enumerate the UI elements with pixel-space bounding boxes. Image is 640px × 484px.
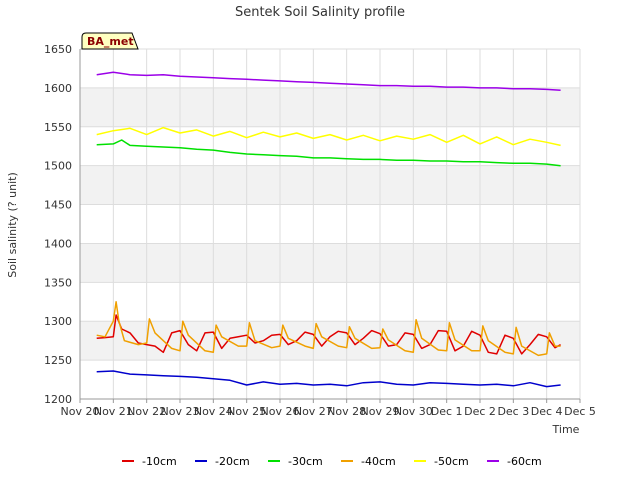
x-tick-label: Nov 30	[394, 405, 433, 418]
legend-label: -60cm	[507, 455, 542, 468]
x-tick-label: Nov 27	[294, 405, 333, 418]
legend-label: -50cm	[434, 455, 469, 468]
legend-label: -30cm	[288, 455, 323, 468]
background-band	[80, 243, 580, 283]
x-axis-label: Time	[552, 423, 580, 436]
annotation: BA_met	[81, 32, 139, 50]
annotation-box	[81, 32, 139, 50]
x-tick-label: Nov 24	[194, 405, 233, 418]
background-band	[80, 165, 580, 205]
y-tick-label: 1350	[44, 276, 72, 289]
x-tick-label: Dec 3	[497, 405, 529, 418]
chart-title: Sentek Soil Salinity profile	[235, 5, 405, 20]
x-tick-label: Nov 25	[227, 405, 266, 418]
y-axis-label: Soil salinity (? unit)	[6, 172, 19, 277]
x-tick-label: Nov 20	[61, 405, 100, 418]
y-tick-label: 1300	[44, 315, 72, 328]
x-tick-label: Nov 21	[94, 405, 133, 418]
series-line-minus-10cm	[96, 314, 561, 355]
background-bands	[80, 87, 580, 361]
x-tick-label: Nov 26	[261, 405, 300, 418]
background-band	[80, 87, 580, 127]
x-tick-label: Nov 22	[127, 405, 166, 418]
legend: -10cm -20cm -30cm -40cm -50cm -60cm	[122, 455, 542, 468]
x-tick-label: Nov 29	[361, 405, 400, 418]
x-tick-label: Dec 1	[431, 405, 463, 418]
annotation-label: BA_met	[87, 35, 134, 48]
y-tick-label: 1200	[44, 393, 72, 406]
series-line-minus-20cm	[96, 370, 561, 388]
y-tick-label: 1650	[44, 43, 72, 56]
series-lines	[96, 71, 561, 388]
y-tick-label: 1250	[44, 354, 72, 367]
legend-label: -20cm	[215, 455, 250, 468]
series-line-minus-30cm	[96, 139, 561, 167]
x-tick-label: Nov 23	[161, 405, 200, 418]
x-tick-label: Dec 2	[464, 405, 496, 418]
axes: 1200 1250 1300 1350 1400 1450 1500 1550 1600 1650…	[44, 43, 596, 418]
series-line-minus-50cm	[96, 126, 561, 147]
y-tick-label: 1500	[44, 160, 72, 173]
series-line-minus-60cm	[96, 71, 561, 91]
y-tick-label: 1600	[44, 82, 72, 95]
x-tick-label: Dec 4	[531, 405, 563, 418]
y-tick-label: 1550	[44, 121, 72, 134]
y-tick-label: 1450	[44, 199, 72, 212]
legend-label: -10cm	[142, 455, 177, 468]
series-line-minus-40cm	[96, 301, 561, 357]
x-tick-label: Dec 5	[564, 405, 596, 418]
legend-label: -40cm	[361, 455, 396, 468]
x-tick-label: Nov 28	[327, 405, 366, 418]
y-tick-label: 1400	[44, 237, 72, 250]
